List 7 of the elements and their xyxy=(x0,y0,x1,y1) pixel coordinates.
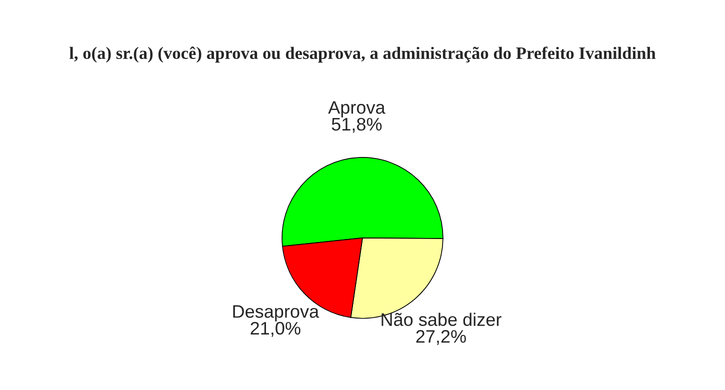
data-label: 51,8% xyxy=(332,118,382,133)
slice-label: Não sabe dizer xyxy=(382,312,502,326)
data-label: 27,2% xyxy=(416,330,466,345)
chart-title: l, o(a) sr.(a) (você) aprova ou desaprova, a administração do Prefeito Ivanildinh xyxy=(69,46,656,63)
data-label: 21,0% xyxy=(250,322,300,337)
slice-label: Aprova xyxy=(328,101,386,118)
slice-label: Desaprova xyxy=(233,305,320,322)
